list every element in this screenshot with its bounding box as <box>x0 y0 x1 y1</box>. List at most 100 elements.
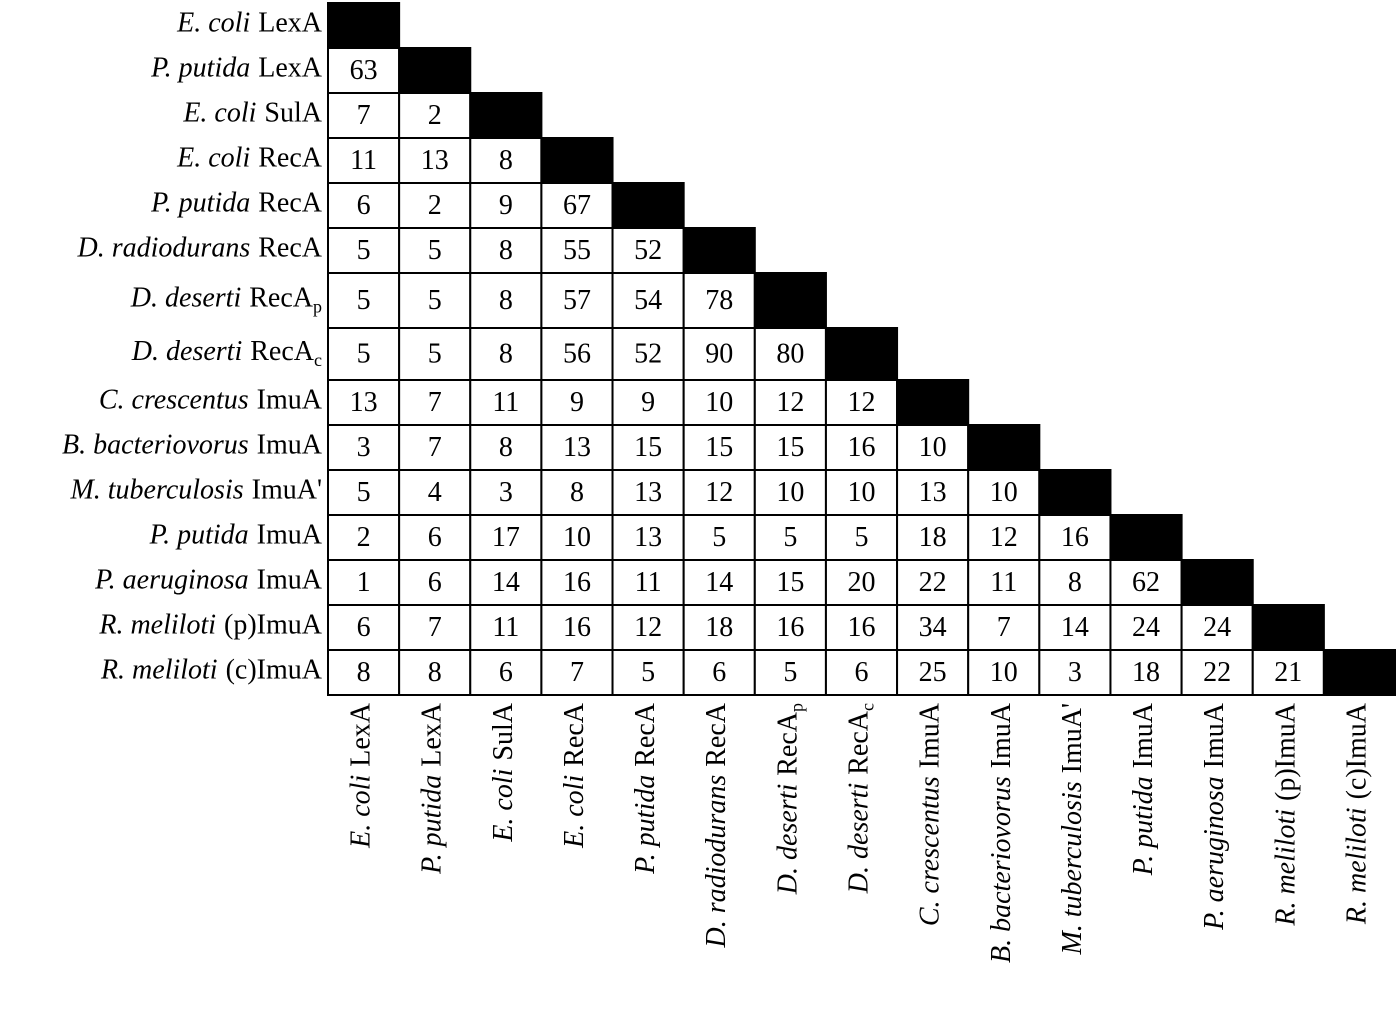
subscript: c <box>858 703 878 711</box>
cell-value: 5 <box>783 522 797 553</box>
species: P. putida <box>417 775 448 875</box>
cell-value: 3 <box>499 477 513 508</box>
cell-value: 22 <box>919 567 947 598</box>
diagonal-cell <box>1180 559 1254 606</box>
cell-value: 13 <box>421 145 449 176</box>
species: R. meliloti <box>100 655 218 686</box>
cell <box>469 604 543 651</box>
cell-value: 14 <box>705 567 733 598</box>
cell-value: 20 <box>848 567 876 598</box>
cell-value: 5 <box>357 477 371 508</box>
cell-value: 15 <box>705 432 733 463</box>
row-label: E. coli LexA <box>176 8 323 39</box>
column-label: D. deserti RecAc <box>844 703 878 894</box>
cell-value: 2 <box>357 522 371 553</box>
column-label: R. meliloti (c)ImuA <box>1342 702 1373 925</box>
species: P. putida <box>150 53 250 84</box>
diagonal-cell <box>753 272 827 329</box>
protein: RecA <box>631 702 662 767</box>
cell-value: 6 <box>357 612 371 643</box>
row-label: P. putida LexA <box>150 53 323 84</box>
row-label: D. radiodurans RecA <box>77 233 323 264</box>
cell <box>469 559 543 606</box>
cell-value: 7 <box>997 612 1011 643</box>
species: P. putida <box>1128 776 1159 876</box>
cell <box>540 514 614 561</box>
diagonal-cell <box>327 2 401 49</box>
cell-value: 63 <box>350 55 378 86</box>
cell <box>682 327 756 381</box>
protein: RecA <box>250 336 315 367</box>
protein: LexA <box>258 53 323 84</box>
cell-value: 62 <box>1132 567 1160 598</box>
cell-value: 6 <box>428 567 442 598</box>
cell-value: 8 <box>428 657 442 688</box>
cell-value: 7 <box>357 100 371 131</box>
species: E. coli <box>182 98 256 129</box>
cell-value: 6 <box>357 190 371 221</box>
species: P. aeruginosa <box>1200 776 1231 931</box>
cell <box>469 137 543 184</box>
cell <box>753 649 827 696</box>
cell-value: 5 <box>357 235 371 266</box>
cell <box>540 272 614 329</box>
protein: ImuA <box>1128 702 1159 768</box>
cell-value: 10 <box>990 657 1018 688</box>
cell-value: 11 <box>492 612 519 643</box>
cell-value: 11 <box>350 145 377 176</box>
species: P. putida <box>150 188 250 219</box>
cell-value: 14 <box>492 567 520 598</box>
cell <box>540 182 614 229</box>
cell <box>327 327 401 381</box>
cell-value: 5 <box>357 285 371 316</box>
cell-value: 3 <box>1068 657 1082 688</box>
cell <box>611 649 685 696</box>
cell <box>824 649 899 696</box>
cell-value: 11 <box>492 387 519 418</box>
subscript: c <box>314 350 322 370</box>
cell-value: 8 <box>499 235 513 266</box>
cell <box>327 47 401 94</box>
species: B. bacteriovorus <box>986 776 1017 963</box>
cell-value: 5 <box>357 338 371 369</box>
cell-value: 5 <box>855 522 869 553</box>
protein: RecA <box>249 283 314 314</box>
cell-value: 90 <box>705 338 733 369</box>
cell <box>327 559 401 606</box>
diagonal-cell <box>1038 469 1112 516</box>
cell-value: 13 <box>350 387 378 418</box>
cell <box>327 379 401 426</box>
protein: (p)ImuA <box>224 610 323 641</box>
cell-value: 24 <box>1203 612 1231 643</box>
cell <box>327 514 401 561</box>
protein: LexA <box>417 702 448 767</box>
cell <box>1038 604 1112 651</box>
column-label: M. tuberculosis ImuA' <box>1057 703 1088 956</box>
row-label: E. coli RecA <box>176 143 323 174</box>
cell-value: 5 <box>428 235 442 266</box>
cell-value: 15 <box>776 432 804 463</box>
cell <box>753 604 827 651</box>
column-label: P. aeruginosa ImuA <box>1200 702 1231 931</box>
cell-value: 8 <box>499 432 513 463</box>
cell-value: 18 <box>919 522 947 553</box>
cell-value: 17 <box>492 522 520 553</box>
cell <box>1038 514 1112 561</box>
cell <box>682 514 756 561</box>
diagonal-cell <box>611 182 685 229</box>
cell <box>540 469 614 516</box>
protein: ImuA <box>915 702 946 768</box>
column-label: E. coli LexA <box>346 702 377 849</box>
cell-value: 6 <box>428 522 442 553</box>
cell-value: 8 <box>499 338 513 369</box>
protein: ImuA <box>257 520 323 551</box>
cell-value: 13 <box>919 477 947 508</box>
cell-value: 14 <box>1061 612 1089 643</box>
protein: ImuA' <box>252 475 322 506</box>
cell <box>398 272 472 329</box>
cell-value: 8 <box>570 477 584 508</box>
cell-value: 21 <box>1274 657 1302 688</box>
protein: RecA <box>258 143 323 174</box>
cell-value: 15 <box>776 567 804 598</box>
cell-value: 10 <box>990 477 1018 508</box>
